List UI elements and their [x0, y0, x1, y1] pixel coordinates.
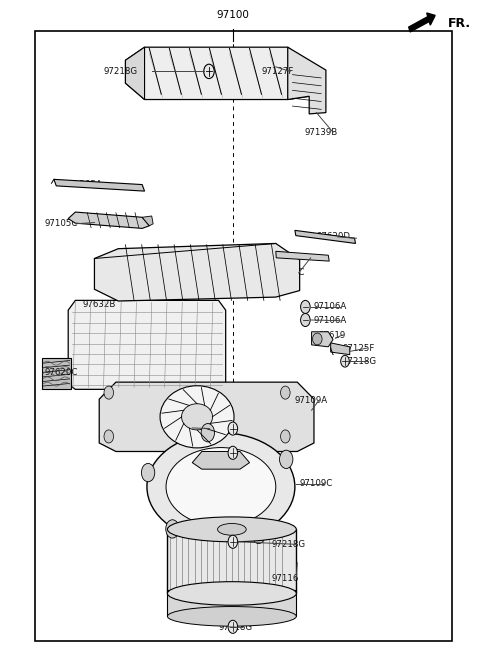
Text: 97620D: 97620D — [316, 233, 350, 241]
Text: 97620C: 97620C — [44, 369, 78, 378]
Ellipse shape — [147, 433, 295, 541]
Text: 97218G: 97218G — [271, 540, 305, 549]
Circle shape — [281, 430, 290, 443]
Polygon shape — [54, 179, 144, 191]
Text: 97109C: 97109C — [300, 479, 333, 488]
Bar — [168, 530, 296, 593]
Circle shape — [228, 620, 238, 633]
FancyArrow shape — [408, 13, 435, 32]
Text: 97100: 97100 — [216, 10, 249, 20]
Bar — [168, 590, 296, 616]
Circle shape — [204, 64, 214, 79]
Text: 97619: 97619 — [319, 330, 346, 340]
Text: 97127F: 97127F — [262, 67, 294, 76]
Text: 97121L: 97121L — [185, 261, 217, 269]
Ellipse shape — [168, 606, 296, 626]
Ellipse shape — [160, 386, 234, 448]
Polygon shape — [288, 47, 326, 114]
Polygon shape — [295, 231, 356, 244]
Bar — [35, 32, 452, 641]
Text: 97218G: 97218G — [218, 623, 252, 632]
Polygon shape — [331, 343, 350, 355]
Polygon shape — [192, 451, 250, 469]
Text: 97106A: 97106A — [314, 302, 347, 311]
Polygon shape — [312, 332, 333, 347]
Text: 97632B: 97632B — [83, 300, 116, 309]
Text: FR.: FR. — [447, 17, 471, 30]
Text: 97188C: 97188C — [271, 269, 304, 277]
Circle shape — [279, 450, 293, 468]
Text: 61B05A: 61B05A — [68, 180, 102, 189]
Circle shape — [166, 520, 179, 538]
Text: 97218G: 97218G — [343, 357, 377, 366]
Text: 97116: 97116 — [271, 574, 299, 583]
Polygon shape — [142, 216, 153, 226]
Text: 97218G: 97218G — [166, 424, 200, 432]
Ellipse shape — [217, 524, 246, 535]
Text: 97218G: 97218G — [103, 67, 137, 76]
Text: 97125F: 97125F — [343, 344, 375, 353]
Text: 97109A: 97109A — [295, 396, 328, 405]
Polygon shape — [276, 251, 329, 261]
Polygon shape — [95, 244, 300, 301]
Circle shape — [300, 313, 310, 327]
Circle shape — [300, 300, 310, 313]
Text: 97139B: 97139B — [304, 127, 337, 137]
Polygon shape — [99, 382, 314, 451]
Circle shape — [104, 386, 114, 399]
Circle shape — [228, 535, 238, 549]
Ellipse shape — [168, 517, 296, 542]
Text: 97105C: 97105C — [44, 219, 78, 229]
Ellipse shape — [181, 404, 213, 430]
Polygon shape — [68, 300, 226, 390]
Ellipse shape — [166, 447, 276, 526]
Circle shape — [142, 463, 155, 482]
Text: 97106A: 97106A — [314, 316, 347, 325]
Circle shape — [252, 525, 265, 543]
Circle shape — [201, 424, 215, 442]
Circle shape — [228, 446, 238, 459]
Circle shape — [281, 386, 290, 399]
Circle shape — [341, 355, 349, 367]
Polygon shape — [125, 47, 309, 99]
Polygon shape — [42, 358, 71, 389]
Ellipse shape — [168, 581, 296, 605]
Polygon shape — [125, 47, 144, 99]
Polygon shape — [68, 212, 149, 229]
Ellipse shape — [312, 333, 322, 345]
Circle shape — [228, 422, 238, 435]
Circle shape — [104, 430, 114, 443]
